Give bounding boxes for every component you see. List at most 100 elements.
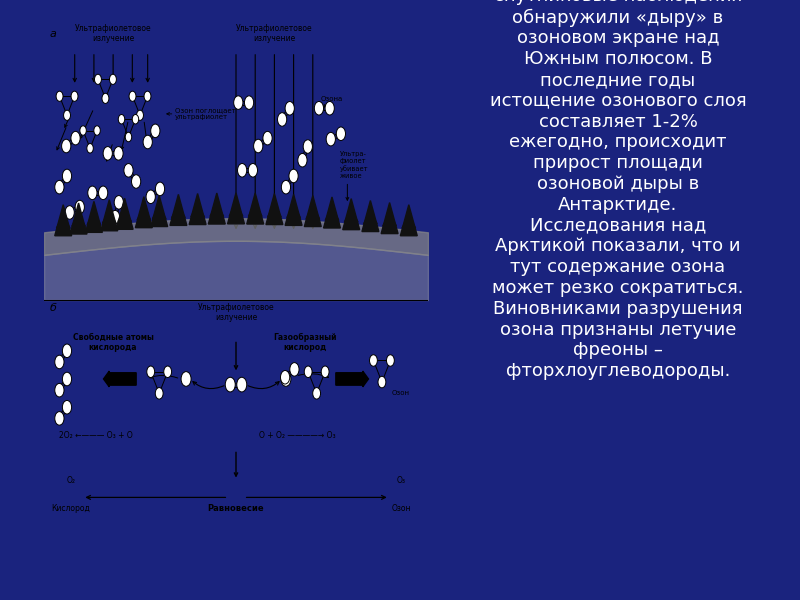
Circle shape <box>164 366 171 377</box>
Circle shape <box>155 388 163 399</box>
Polygon shape <box>170 194 187 226</box>
Circle shape <box>98 186 108 200</box>
Polygon shape <box>54 205 72 236</box>
Circle shape <box>143 135 152 149</box>
Circle shape <box>54 412 64 425</box>
Circle shape <box>102 93 109 103</box>
Circle shape <box>234 96 243 109</box>
Text: Ультрафиолетовое
излучение: Ультрафиолетовое излучение <box>236 23 313 43</box>
Polygon shape <box>381 203 398 233</box>
Circle shape <box>126 132 132 142</box>
Circle shape <box>65 206 74 219</box>
Text: 2O₂ ←——— O₃ + O: 2O₂ ←——— O₃ + O <box>59 431 133 440</box>
Text: а: а <box>50 29 57 39</box>
Polygon shape <box>266 194 283 224</box>
Circle shape <box>289 169 298 183</box>
Circle shape <box>326 133 335 146</box>
Circle shape <box>62 372 72 386</box>
Polygon shape <box>306 206 319 219</box>
Circle shape <box>314 101 323 115</box>
Circle shape <box>54 181 64 194</box>
Polygon shape <box>323 197 341 228</box>
Circle shape <box>54 383 64 397</box>
Circle shape <box>298 154 307 167</box>
Text: б: б <box>50 303 57 313</box>
Text: Ультрафиолетовое
излучение: Ультрафиолетовое излучение <box>198 303 274 322</box>
Circle shape <box>322 366 329 377</box>
Circle shape <box>313 388 321 399</box>
Polygon shape <box>362 200 379 232</box>
Circle shape <box>248 164 258 177</box>
Text: Ультра-
фиолет
убивает
живое: Ультра- фиолет убивает живое <box>340 151 368 179</box>
Circle shape <box>129 91 136 101</box>
Circle shape <box>370 355 378 366</box>
Circle shape <box>226 377 235 392</box>
Circle shape <box>110 211 120 224</box>
Text: O + O₂ ————→ O₃: O + O₂ ————→ O₃ <box>259 431 336 440</box>
Text: Озона
нет: Озона нет <box>321 96 342 109</box>
Circle shape <box>325 101 334 115</box>
Text: Газообразный
кислород: Газообразный кислород <box>274 332 337 352</box>
Circle shape <box>131 175 141 188</box>
Text: Озон поглощает
ультрафиолет: Озон поглощает ультрафиолет <box>174 107 235 121</box>
Circle shape <box>378 376 386 388</box>
Polygon shape <box>268 205 281 217</box>
Circle shape <box>254 139 263 153</box>
Circle shape <box>144 91 151 101</box>
Circle shape <box>75 200 84 214</box>
Polygon shape <box>208 193 226 224</box>
Polygon shape <box>227 193 245 224</box>
Polygon shape <box>345 209 358 222</box>
Circle shape <box>281 371 290 384</box>
Circle shape <box>62 344 72 358</box>
Circle shape <box>103 146 112 160</box>
Polygon shape <box>189 194 206 224</box>
Circle shape <box>147 366 154 377</box>
Circle shape <box>282 181 290 194</box>
Text: Озон: Озон <box>392 390 410 396</box>
Circle shape <box>118 115 125 124</box>
Circle shape <box>263 131 272 145</box>
Circle shape <box>386 355 394 366</box>
Polygon shape <box>210 204 223 216</box>
Polygon shape <box>191 205 204 217</box>
Circle shape <box>146 190 155 203</box>
Circle shape <box>88 186 97 200</box>
Polygon shape <box>249 204 262 216</box>
Polygon shape <box>137 208 150 220</box>
FancyArrow shape <box>103 371 136 387</box>
Circle shape <box>303 140 313 153</box>
Polygon shape <box>57 215 70 228</box>
Circle shape <box>290 362 299 376</box>
Text: В 1985 году
спутниковые наблюдения
обнаружили «дыру» в
озоновом экране над
Южным: В 1985 году спутниковые наблюдения обнар… <box>490 0 746 380</box>
Circle shape <box>137 110 143 121</box>
Circle shape <box>285 101 294 115</box>
Text: Равновесие: Равновесие <box>208 504 264 513</box>
Polygon shape <box>285 194 302 226</box>
Polygon shape <box>172 205 185 218</box>
Polygon shape <box>118 209 131 221</box>
Polygon shape <box>150 196 168 227</box>
Circle shape <box>336 127 346 140</box>
Circle shape <box>63 110 70 121</box>
Polygon shape <box>364 211 377 224</box>
Circle shape <box>237 377 246 392</box>
Text: Кислород: Кислород <box>51 504 90 513</box>
Circle shape <box>281 371 291 386</box>
Circle shape <box>155 182 165 196</box>
Circle shape <box>56 91 63 101</box>
Circle shape <box>94 74 102 85</box>
Circle shape <box>62 139 71 153</box>
FancyArrow shape <box>336 371 369 387</box>
Circle shape <box>304 366 312 377</box>
Text: Ультрафиолетовое
излучение: Ультрафиолетовое излучение <box>75 23 151 43</box>
Circle shape <box>124 164 133 177</box>
Polygon shape <box>72 214 86 226</box>
Circle shape <box>150 124 160 137</box>
Circle shape <box>71 131 80 145</box>
Circle shape <box>114 196 123 209</box>
Polygon shape <box>304 196 322 227</box>
Polygon shape <box>87 212 101 224</box>
Polygon shape <box>116 198 133 229</box>
Text: O₂: O₂ <box>66 476 75 485</box>
